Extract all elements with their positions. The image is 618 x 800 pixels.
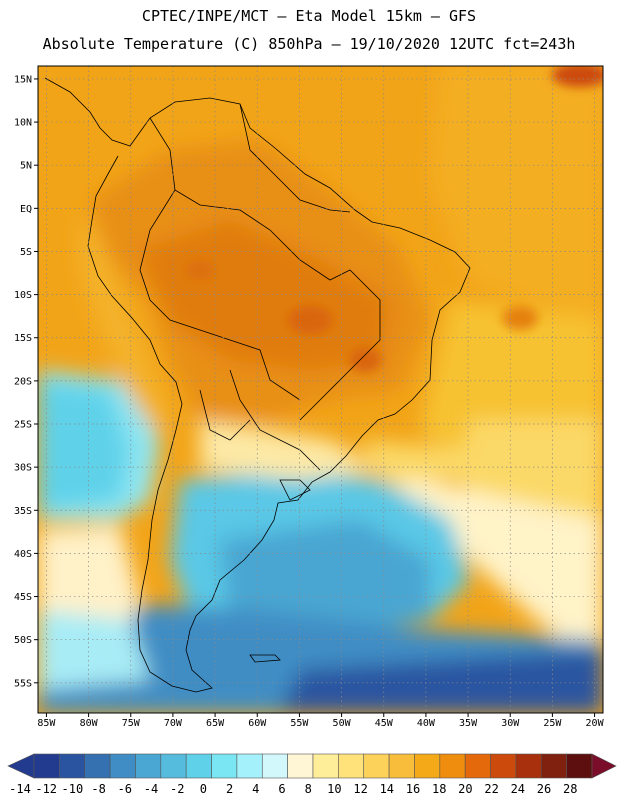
colorbar-swatch xyxy=(566,753,593,779)
colorbar-label: -8 xyxy=(91,782,105,796)
colorbar-label: 28 xyxy=(563,782,577,796)
lat-tick-label: 35S xyxy=(14,506,32,517)
map-title-line1: CPTEC/INPE/MCT – Eta Model 15km – GFS xyxy=(141,7,477,25)
colorbar-label: 6 xyxy=(278,782,285,796)
coastline xyxy=(44,77,471,693)
colorbar-label: -12 xyxy=(35,782,57,796)
colorbar-swatch xyxy=(236,753,263,779)
colorbar-swatch xyxy=(464,753,491,779)
lon-tick-label: 35W xyxy=(459,718,478,729)
latitude-axis: 15N 10N 5N EQ 5S 10S 15S 20S 25S 30S 35S 40S 45S 50S 5… xyxy=(14,74,38,689)
lat-tick-label: 5N xyxy=(20,161,32,172)
colorbar-over-arrow xyxy=(591,753,617,779)
lat-tick-label: 10N xyxy=(14,118,32,129)
colorbar-swatch xyxy=(135,753,162,779)
colorbar-swatch xyxy=(160,753,187,779)
temperature-field xyxy=(38,66,603,713)
colorbar-swatch xyxy=(439,753,466,779)
colorbar-label: -14 xyxy=(9,782,31,796)
colorbar-under-arrow xyxy=(7,753,35,779)
colorbar-label: 2 xyxy=(226,782,233,796)
colorbar-label: 4 xyxy=(252,782,259,796)
lon-tick-label: 60W xyxy=(248,718,267,729)
colorbar-swatch xyxy=(338,753,365,779)
lat-tick-label: 5S xyxy=(20,247,32,258)
colorbar-swatch xyxy=(211,753,238,779)
lat-tick-label: 15N xyxy=(14,74,32,85)
lat-tick-label: 40S xyxy=(14,549,32,560)
colorbar-swatch xyxy=(363,753,390,779)
colorbar-label: 12 xyxy=(353,782,367,796)
lat-tick-label: 25S xyxy=(14,420,32,431)
lat-tick-label: 55S xyxy=(14,678,32,689)
lon-tick-label: 30W xyxy=(501,718,520,729)
colorbar-swatch xyxy=(33,753,60,779)
lon-tick-label: 70W xyxy=(164,718,183,729)
colorbar-label: 22 xyxy=(484,782,498,796)
colorbar-swatch xyxy=(388,753,415,779)
lat-tick-label: 15S xyxy=(14,333,32,344)
colorbar-label: 14 xyxy=(380,782,394,796)
colorbar-label: -10 xyxy=(62,782,84,796)
lon-tick-label: 50W xyxy=(333,718,352,729)
map-title-line2: Absolute Temperature (C) 850hPa – 19/10/… xyxy=(42,35,576,53)
colorbar-swatch xyxy=(59,753,86,779)
lat-tick-label: 20S xyxy=(14,376,32,387)
colorbar-swatch xyxy=(109,753,136,779)
lon-tick-label: 85W xyxy=(37,718,56,729)
longitude-axis: 85W 80W 75W 70W 65W 60W 55W 50W 45W 40W 35W 30W 25W 2… xyxy=(37,713,605,729)
colorbar-swatch xyxy=(185,753,212,779)
colorbar-label: 26 xyxy=(537,782,551,796)
lon-tick-label: 25W xyxy=(543,718,562,729)
lon-tick-label: 55W xyxy=(290,718,309,729)
lon-tick-label: 20W xyxy=(586,718,605,729)
colorbar-swatch xyxy=(312,753,339,779)
colorbar-label: 10 xyxy=(327,782,341,796)
lon-tick-label: 45W xyxy=(375,718,394,729)
colorbar-label: -6 xyxy=(118,782,132,796)
lat-tick-label: 10S xyxy=(14,290,32,301)
colorbar-swatch xyxy=(515,753,542,779)
lat-tick-label: 45S xyxy=(14,592,32,603)
colorbar-label: 0 xyxy=(200,782,207,796)
colorbar-label: -2 xyxy=(170,782,184,796)
lat-tick-label: EQ xyxy=(20,204,32,215)
colorbar-label: 18 xyxy=(432,782,446,796)
colorbar-swatch xyxy=(84,753,111,779)
colorbar-label: 24 xyxy=(511,782,525,796)
map-frame xyxy=(37,65,604,714)
colorbar-swatch xyxy=(540,753,567,779)
colorbar-swatch xyxy=(414,753,441,779)
lat-tick-label: 30S xyxy=(14,463,32,474)
lat-tick-label: 50S xyxy=(14,635,32,646)
lon-tick-label: 40W xyxy=(417,718,436,729)
colorbar-label: 8 xyxy=(305,782,312,796)
lon-tick-label: 80W xyxy=(80,718,99,729)
colorbar: -14 -12 -10 -8 -6 -4 -2 0 2 4 6 8 10 12 14 16 18 20 22 24 26… xyxy=(7,753,617,796)
lon-tick-label: 75W xyxy=(122,718,141,729)
colorbar-label: -4 xyxy=(144,782,158,796)
colorbar-swatch xyxy=(490,753,517,779)
lon-tick-label: 65W xyxy=(206,718,225,729)
colorbar-label: 16 xyxy=(406,782,420,796)
colorbar-swatch xyxy=(261,753,288,779)
colorbar-label: 20 xyxy=(458,782,472,796)
colorbar-swatch xyxy=(287,753,314,779)
